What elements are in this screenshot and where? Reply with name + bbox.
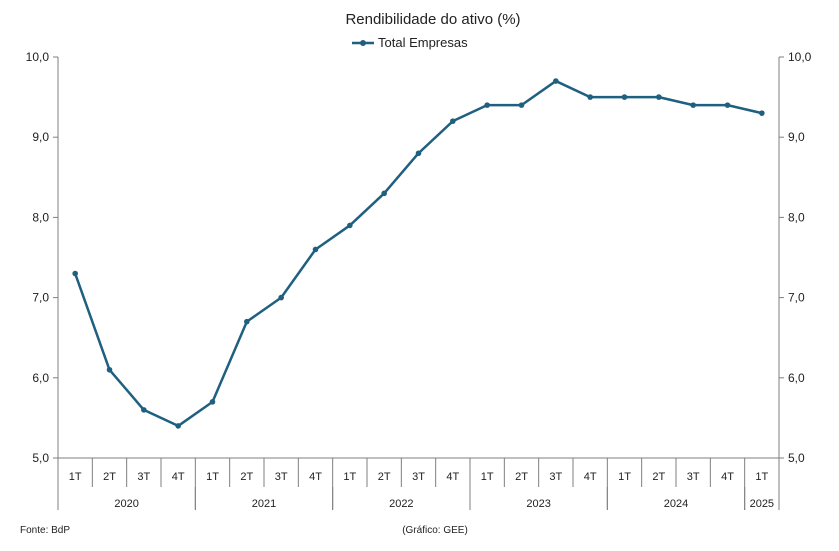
- data-point: [759, 110, 765, 116]
- x-tick-label: 1T: [343, 471, 356, 483]
- year-label: 2025: [750, 498, 774, 510]
- x-tick-label: 4T: [172, 471, 185, 483]
- data-point: [450, 118, 456, 124]
- x-tick-label: 2T: [515, 471, 528, 483]
- y-tick-label-right: 8,0: [788, 210, 805, 224]
- y-tick-label-right: 5,0: [788, 451, 805, 465]
- y-tick-label-left: 6,0: [32, 371, 49, 385]
- data-point: [106, 366, 113, 373]
- data-point: [518, 102, 525, 108]
- x-tick-label: 3T: [137, 471, 150, 483]
- legend-label: Total Empresas: [378, 35, 468, 50]
- year-label: 2023: [526, 498, 550, 510]
- y-tick-label-right: 10,0: [788, 50, 812, 64]
- chart-title: Rendibilidade do ativo (%): [345, 11, 520, 28]
- y-tick-label-right: 9,0: [788, 130, 805, 144]
- source-note: Fonte: BdP: [20, 525, 70, 536]
- data-point: [312, 246, 319, 253]
- year-label: 2024: [664, 498, 688, 510]
- y-tick-label-left: 7,0: [32, 291, 49, 305]
- credit-note: (Gráfico: GEE): [402, 525, 468, 536]
- x-tick-label: 2T: [103, 471, 116, 483]
- data-point: [656, 94, 662, 100]
- x-tick-label: 2T: [378, 471, 391, 483]
- data-point: [724, 102, 731, 108]
- x-tick-label: 3T: [412, 471, 425, 483]
- data-point: [72, 270, 78, 277]
- data-point: [690, 102, 696, 108]
- y-tick-label-right: 6,0: [788, 371, 805, 385]
- data-point: [381, 190, 387, 197]
- data-point: [553, 78, 559, 84]
- axes: 5,0 5,0 6,0 6,0 7,0 7,0 8,0 8,0 9,0 9,0 10,0 10,0: [26, 50, 812, 465]
- x-tick-label: 4T: [309, 471, 322, 483]
- data-point: [415, 150, 422, 157]
- data-point: [244, 318, 250, 325]
- x-tick-label: 3T: [687, 471, 700, 483]
- data-point: [141, 407, 147, 413]
- series-total-empresas: [72, 78, 765, 429]
- series-line: [73, 79, 763, 428]
- y-tick-label-left: 8,0: [32, 210, 49, 224]
- x-tick-label: 4T: [584, 471, 597, 483]
- data-point: [278, 294, 284, 301]
- x-tick-label: 1T: [755, 471, 768, 483]
- x-tick-label: 4T: [446, 471, 459, 483]
- data-point: [587, 94, 593, 100]
- y-tick-label-right: 7,0: [788, 291, 805, 305]
- year-label: 2020: [114, 498, 138, 510]
- y-tick-label-left: 9,0: [32, 130, 49, 144]
- x-axis: 1T 2T 3T 4T 1T 2T 3T 4T 1T 2T 3T 4T 1T 2T 3T 4T 1T 2T 3T 4T…: [57, 457, 780, 510]
- legend-marker: [360, 40, 366, 46]
- legend: Total Empresas: [352, 35, 468, 50]
- data-point: [209, 399, 216, 405]
- x-tick-label: 2T: [652, 471, 665, 483]
- year-label: 2022: [389, 498, 413, 510]
- x-tick-label: 1T: [206, 471, 219, 483]
- data-point: [484, 102, 490, 108]
- data-point: [347, 222, 353, 229]
- year-label: 2021: [252, 498, 276, 510]
- x-tick-label: 1T: [618, 471, 631, 483]
- data-point: [621, 94, 628, 100]
- x-tick-label: 3T: [549, 471, 562, 483]
- y-tick-label-left: 5,0: [32, 451, 49, 465]
- y-tick-label-left: 10,0: [26, 50, 50, 64]
- x-tick-label: 2T: [240, 471, 253, 483]
- x-tick-label: 1T: [481, 471, 494, 483]
- x-tick-label: 1T: [69, 471, 82, 483]
- x-tick-label: 4T: [721, 471, 734, 483]
- data-point: [175, 423, 181, 429]
- x-tick-label: 3T: [275, 471, 288, 483]
